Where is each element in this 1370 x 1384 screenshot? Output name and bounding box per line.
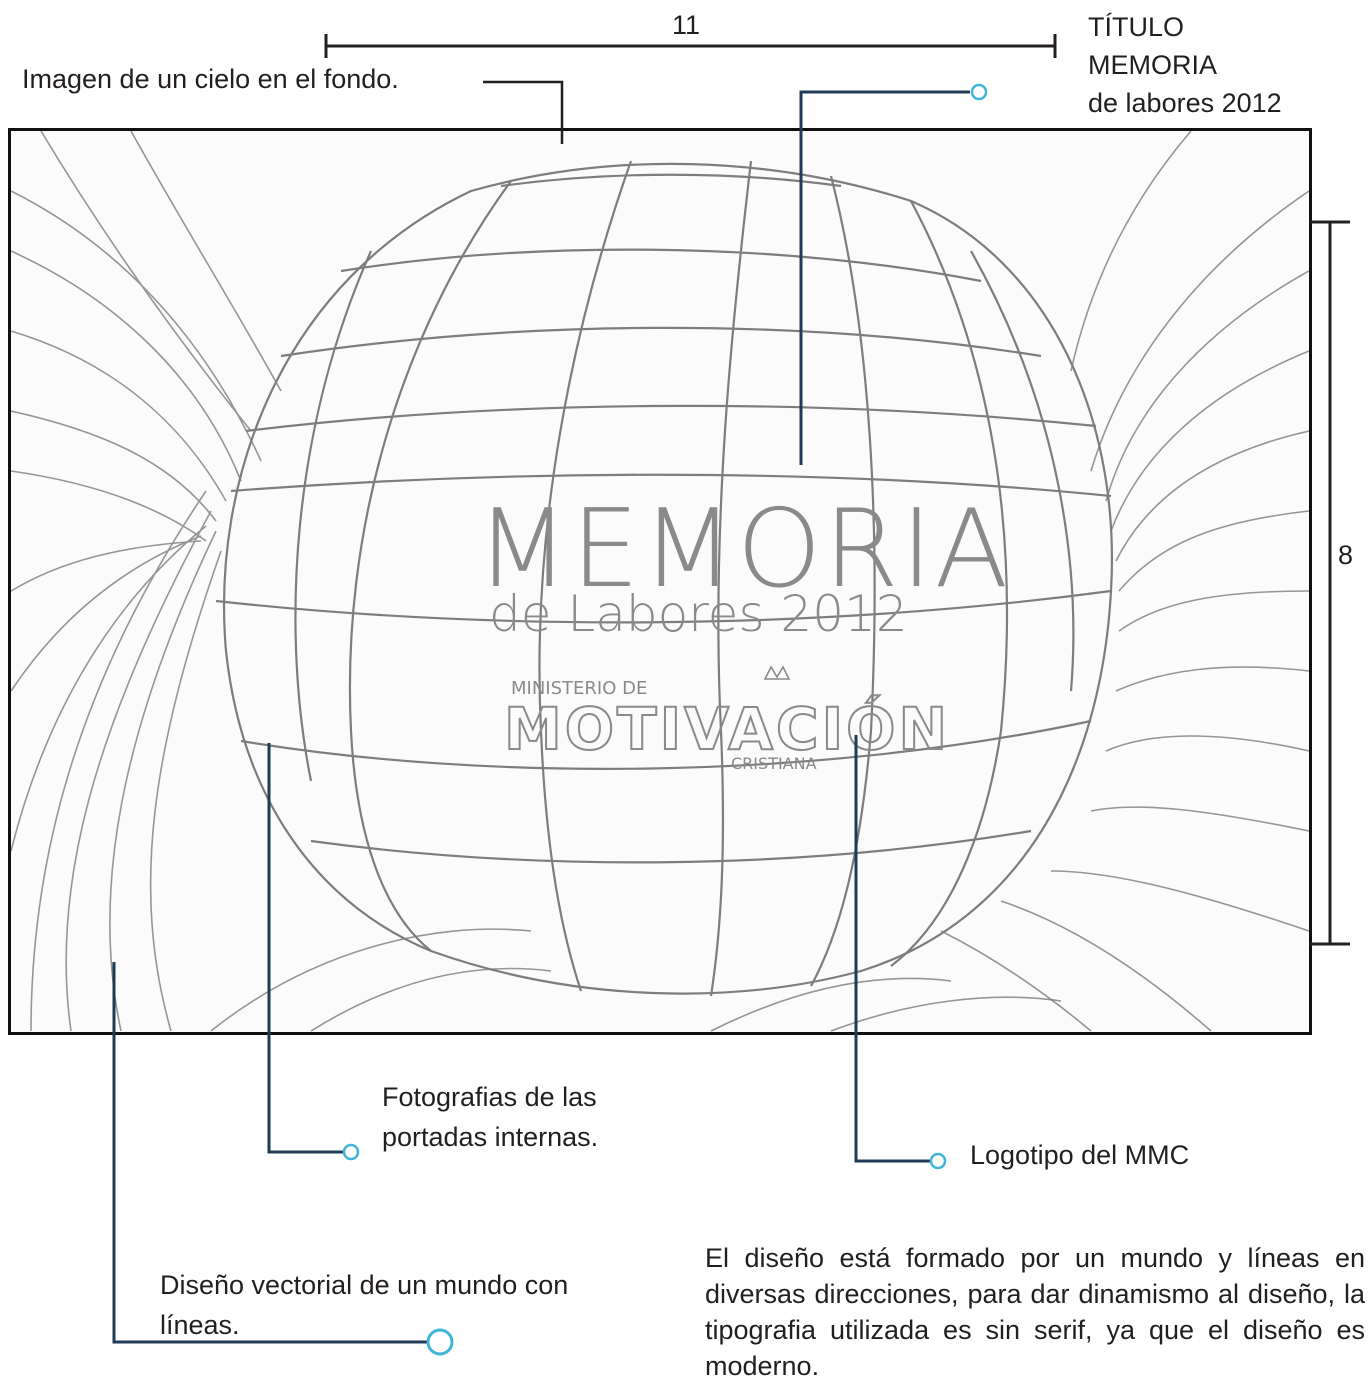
height-dimension-line xyxy=(1310,220,1350,946)
sketch-logo-top: MINISTERIO DE xyxy=(511,678,647,699)
photos-leader-line xyxy=(267,743,343,1154)
title-annotation-line-3: de labores 2012 xyxy=(1088,88,1282,118)
sky-leader-line xyxy=(483,80,564,144)
title-annotation-line-1: TÍTULO xyxy=(1088,12,1185,42)
height-dimension-label: 8 xyxy=(1338,540,1354,570)
title-leader-line xyxy=(799,90,970,465)
sketch-title-main: MEMORIA xyxy=(476,487,1010,612)
swirl-lines-bottom xyxy=(210,928,1062,1032)
design-description: El diseño está formado por un mundo y lí… xyxy=(705,1243,1365,1381)
vector-world-annotation-line-1: Diseño vectorial de un mundo con xyxy=(160,1270,569,1300)
photos-annotation-line-2: portadas internas. xyxy=(382,1122,599,1152)
width-dimension-label: 11 xyxy=(672,10,701,40)
logo-leader-dot xyxy=(929,1152,947,1170)
sketch-title-sub: de Labores 2012 xyxy=(489,585,908,643)
swirl-lines-right xyxy=(940,131,1309,1032)
vector-world-leader-dot xyxy=(426,1328,454,1356)
logo-leader-line xyxy=(854,735,930,1163)
width-dimension-line xyxy=(324,34,1057,58)
logo-annotation: Logotipo del MMC xyxy=(970,1140,1190,1170)
crown-icon xyxy=(763,665,791,680)
vector-world-leader-line xyxy=(112,962,428,1344)
sky-background-annotation: Imagen de un cielo en el fondo. xyxy=(22,64,399,94)
photos-leader-dot xyxy=(342,1143,360,1161)
sketch-logo-bottom: CRISTIANA xyxy=(731,754,817,773)
swirl-lines-left xyxy=(11,131,282,1032)
cover-sketch-frame: MEMORIA de Labores 2012 MINISTERIO DE MO… xyxy=(8,128,1312,1035)
pencil-sketch: MEMORIA de Labores 2012 MINISTERIO DE MO… xyxy=(11,131,1309,1032)
sketch-logo-main: MOTIVACIÓN xyxy=(504,694,950,763)
vector-world-annotation-line-2: líneas. xyxy=(160,1310,240,1340)
title-annotation-line-2: MEMORIA xyxy=(1088,50,1218,80)
title-leader-dot xyxy=(970,83,988,101)
photos-annotation-line-1: Fotografias de las xyxy=(382,1082,597,1112)
globe-sketch xyxy=(215,160,1113,997)
